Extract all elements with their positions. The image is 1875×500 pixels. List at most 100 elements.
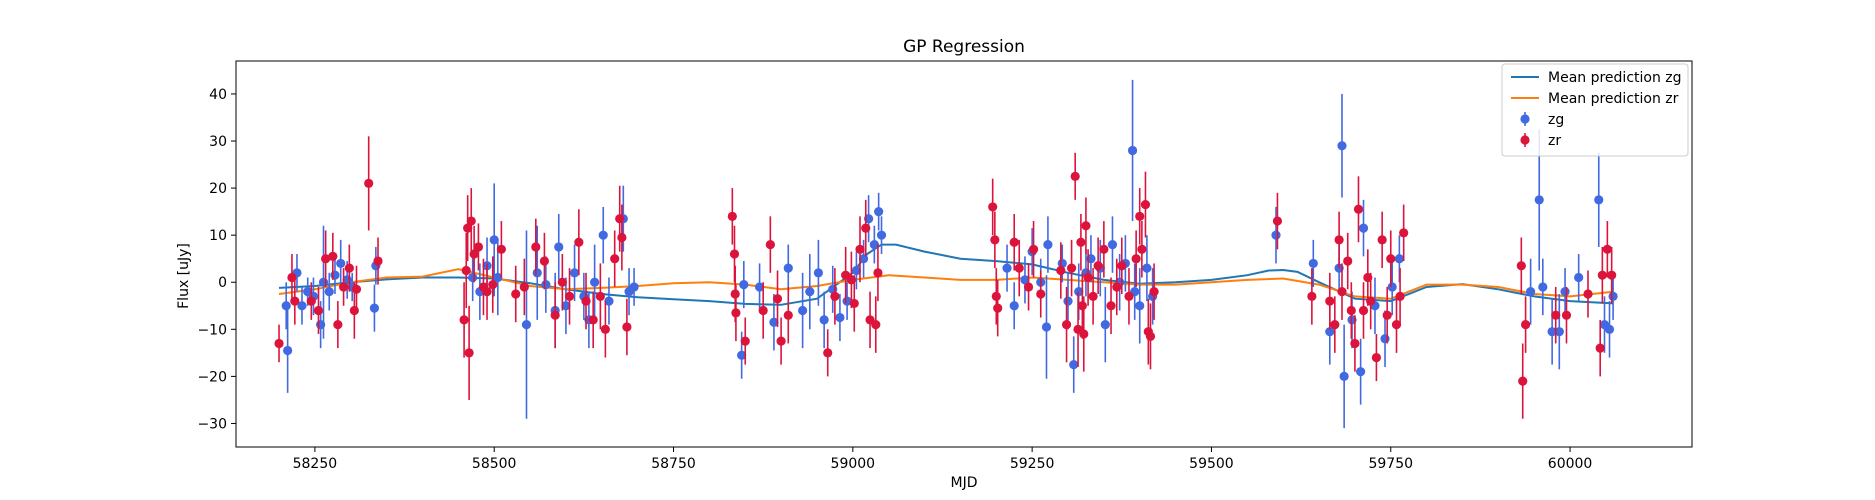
x-axis-label: MJD xyxy=(951,475,978,491)
data-point xyxy=(1560,287,1570,297)
data-point xyxy=(851,265,862,276)
data-point xyxy=(874,207,884,217)
data-point xyxy=(590,277,600,287)
data-point xyxy=(468,272,478,283)
y-tick-label: −20 xyxy=(197,369,227,385)
data-point xyxy=(521,320,532,330)
y-tick-label: −10 xyxy=(197,322,227,338)
data-point xyxy=(1337,287,1347,297)
data-point xyxy=(1081,221,1091,231)
data-point xyxy=(511,289,521,299)
data-point xyxy=(1100,320,1110,330)
chart-title: GP Regression xyxy=(903,37,1025,57)
data-point xyxy=(1307,291,1317,301)
data-point xyxy=(369,303,380,313)
data-point xyxy=(313,305,324,316)
data-point xyxy=(1526,287,1536,297)
data-point xyxy=(1271,230,1281,240)
x-tick-label: 59000 xyxy=(831,456,876,472)
data-point xyxy=(1142,263,1152,273)
y-tick-label: 40 xyxy=(209,87,227,103)
data-point xyxy=(1043,239,1053,250)
series-zg xyxy=(281,79,1618,429)
data-point xyxy=(819,315,829,325)
data-point xyxy=(1358,223,1369,233)
data-point xyxy=(1056,265,1066,276)
data-point xyxy=(1350,338,1360,349)
data-point xyxy=(1394,254,1404,264)
y-tick-label: 20 xyxy=(209,181,227,197)
data-point xyxy=(328,251,338,261)
data-point xyxy=(855,244,865,254)
data-point xyxy=(330,270,340,280)
data-point xyxy=(1149,287,1159,297)
data-point xyxy=(1516,261,1526,271)
data-point xyxy=(283,345,293,356)
x-tick-label: 59250 xyxy=(1010,456,1055,472)
data-point xyxy=(758,305,768,316)
data-point xyxy=(569,268,580,278)
legend-point-swatch xyxy=(1520,114,1530,124)
x-tick-label: 59500 xyxy=(1189,456,1234,472)
data-point xyxy=(842,296,852,306)
data-point xyxy=(1554,327,1564,337)
data-point xyxy=(629,282,639,292)
data-point xyxy=(835,312,845,323)
data-point xyxy=(1574,272,1584,283)
legend-label: zg xyxy=(1548,112,1564,128)
data-point xyxy=(1521,320,1531,330)
data-point xyxy=(783,310,793,320)
data-point xyxy=(600,324,610,334)
data-point xyxy=(1140,199,1151,210)
data-point xyxy=(858,254,869,264)
x-tick-label: 60000 xyxy=(1548,456,1593,472)
data-point xyxy=(306,296,316,306)
data-point xyxy=(729,249,740,259)
data-point xyxy=(1602,244,1612,254)
data-point xyxy=(869,239,879,250)
data-point xyxy=(993,303,1003,313)
data-point xyxy=(489,235,499,245)
data-point xyxy=(550,310,560,320)
data-point xyxy=(1272,216,1283,226)
data-point xyxy=(459,315,469,325)
data-point xyxy=(1395,291,1405,301)
data-point xyxy=(1371,352,1382,363)
y-axis-label: Flux [uJy] xyxy=(176,243,192,309)
data-point xyxy=(541,279,551,290)
data-point xyxy=(1036,289,1046,299)
data-point xyxy=(461,265,471,276)
data-point xyxy=(1106,301,1116,311)
x-tick-label: 58750 xyxy=(651,456,696,472)
data-point xyxy=(496,244,506,254)
data-point xyxy=(1002,263,1012,273)
data-point xyxy=(1014,263,1024,273)
y-tick-label: −30 xyxy=(197,416,227,432)
data-point xyxy=(338,282,349,292)
axes-frame xyxy=(235,60,1693,448)
data-point xyxy=(364,178,374,188)
data-point xyxy=(344,263,354,273)
data-point xyxy=(281,301,291,311)
data-point xyxy=(1594,195,1604,205)
data-point xyxy=(1099,244,1109,254)
data-point xyxy=(1547,327,1557,337)
data-point xyxy=(1009,237,1019,247)
data-point xyxy=(324,287,334,297)
data-point xyxy=(1070,171,1080,181)
data-point xyxy=(849,298,859,309)
data-point xyxy=(1583,289,1593,299)
data-point xyxy=(1135,301,1145,311)
data-point xyxy=(595,291,605,301)
data-point xyxy=(1366,296,1376,306)
data-point xyxy=(466,216,476,226)
data-point xyxy=(373,256,383,266)
data-point xyxy=(1023,282,1034,292)
data-point xyxy=(1358,305,1369,316)
data-point xyxy=(1380,334,1390,344)
data-point xyxy=(561,301,571,311)
data-point xyxy=(727,211,737,221)
data-point xyxy=(1076,237,1086,247)
data-point xyxy=(813,268,824,278)
x-tick-label: 58250 xyxy=(293,456,338,472)
